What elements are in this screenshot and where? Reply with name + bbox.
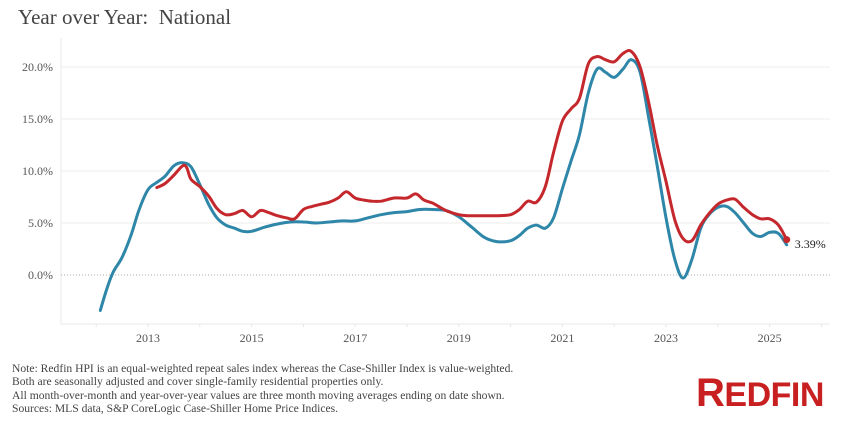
chart-title: Year over Year: National [18,5,232,29]
x-tick-label: 2015 [240,331,264,345]
note-line: Note: Redfin HPI is an equal-weighted re… [12,362,514,375]
logo-rest: EDFIN [724,376,824,414]
y-tick-label: 5.0% [28,216,53,230]
series-line-redfin-hpi [98,58,789,312]
x-tick-label: 2021 [550,331,574,345]
logo-first-letter: R [696,371,725,415]
x-tick-label: 2013 [136,331,160,345]
end-point-marker [783,236,791,244]
footnotes: Note: Redfin HPI is an equal-weighted re… [12,362,513,416]
x-axis: 2013 2015 2017 2019 2021 2023 2025 [95,324,822,345]
y-axis: 0.0% 5.0% 10.0% 15.0% 20.0% [22,60,53,282]
y-tick-label: 10.0% [22,164,53,178]
series-line-case-shiller [155,49,789,244]
end-value-label: 3.39% [795,237,826,251]
y-tick-label: 15.0% [22,112,53,126]
redfin-logo: REDFIN [696,371,824,417]
note-line: All month-over-month and year-over-year … [12,388,505,402]
annotations: 3.39% [783,236,826,251]
x-tick-label: 2017 [343,331,367,345]
gridlines [60,38,830,325]
sources-line: Sources: MLS data, S&P CoreLogic Case-Sh… [12,402,339,416]
y-tick-label: 20.0% [22,60,53,74]
line-chart: 0.0% 5.0% 10.0% 15.0% 20.0% 2013 2015 2017 2019… [22,38,830,345]
note-line: Both are seasonally adjusted and cover s… [12,375,384,389]
x-tick-label: 2019 [447,331,471,345]
y-tick-label: 0.0% [28,268,53,282]
series-lines [98,49,789,312]
x-tick-label: 2023 [654,331,678,345]
x-tick-label: 2025 [758,331,782,345]
